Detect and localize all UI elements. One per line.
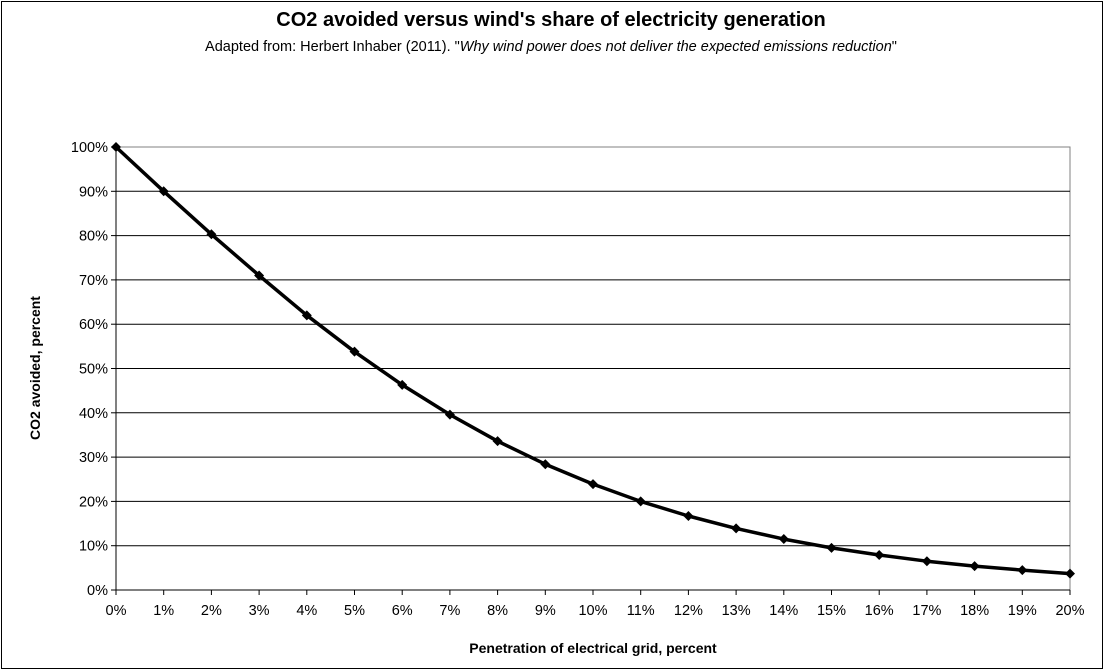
data-point-marker [635,496,646,507]
x-tick-label: 13% [722,603,751,619]
data-point-marker [969,561,980,572]
data-point-marker [540,459,551,470]
data-point-marker [444,409,455,420]
x-tick-label: 19% [1008,603,1037,619]
x-tick-label: 1% [153,603,174,619]
y-tick-label: 40% [79,406,108,422]
y-tick-label: 0% [87,583,108,599]
y-tick-label: 100% [71,140,108,156]
data-point-marker [492,436,503,447]
x-tick-label: 8% [487,603,508,619]
data-point-marker [111,142,121,152]
chart-title: CO2 avoided versus wind's share of elect… [276,9,826,31]
subtitle-closing-quote: " [891,39,897,55]
data-point-marker [921,556,932,567]
y-tick-label: 20% [79,494,108,510]
x-tick-label: 2% [201,603,222,619]
data-point-marker [206,229,217,240]
data-point-marker [826,542,837,553]
data-point-marker [397,379,408,390]
x-tick-label: 9% [535,603,556,619]
x-tick-label: 17% [912,603,941,619]
data-point-marker [254,270,265,281]
y-tick-label: 50% [79,362,108,378]
x-tick-label: 18% [960,603,989,619]
x-axis-title: Penetration of electrical grid, percent [469,640,717,656]
y-tick-label: 10% [79,539,108,555]
data-point-marker [874,550,885,561]
data-point-marker [1017,565,1028,576]
subtitle-work-title: Why wind power does not deliver the expe… [459,39,892,55]
chart-subtitle: Adapted from: Herbert Inhaber (2011). "W… [150,38,952,57]
x-tick-label: 16% [865,603,894,619]
x-tick-label: 0% [106,603,127,619]
data-point-marker [1065,568,1075,579]
x-tick-label: 15% [817,603,846,619]
subtitle-citation: Adapted from: Herbert Inhaber (2011). " [205,39,460,55]
data-point-marker [158,186,169,197]
x-tick-label: 14% [769,603,798,619]
x-tick-label: 7% [439,603,460,619]
y-axis-title: CO2 avoided, percent [27,296,43,440]
y-tick-label: 80% [79,229,108,245]
data-point-marker [349,346,360,357]
x-tick-label: 12% [674,603,703,619]
x-tick-label: 4% [296,603,317,619]
x-tick-label: 10% [578,603,607,619]
data-point-marker [778,534,789,545]
x-tick-label: 5% [344,603,365,619]
data-point-marker [683,511,694,522]
x-tick-label: 20% [1055,603,1084,619]
x-tick-label: 3% [249,603,270,619]
data-point-marker [588,479,598,490]
y-tick-label: 90% [79,184,108,200]
y-tick-label: 30% [79,450,108,466]
y-tick-label: 60% [79,317,108,333]
y-tick-label: 70% [79,273,108,289]
data-point-marker [731,523,742,534]
data-point-marker [301,310,312,321]
x-tick-label: 6% [392,603,413,619]
x-tick-label: 11% [627,603,655,619]
